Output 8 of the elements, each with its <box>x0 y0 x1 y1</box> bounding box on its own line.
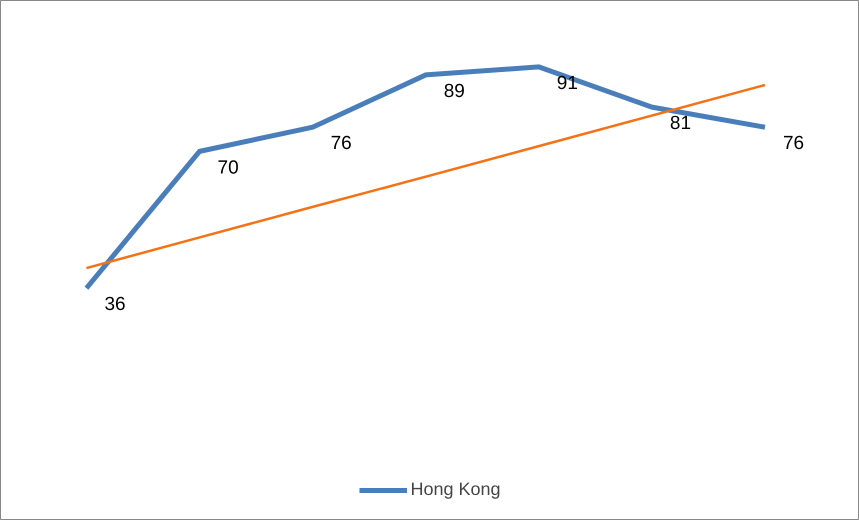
legend-label: Hong Kong <box>410 479 501 500</box>
data-label: 70 <box>218 157 239 178</box>
data-label: 89 <box>444 80 465 102</box>
data-label: 81 <box>670 113 692 134</box>
data-label: 36 <box>104 294 126 316</box>
data-label: 91 <box>556 72 578 94</box>
data-label: 76 <box>782 133 804 154</box>
data-label: 76 <box>330 133 352 154</box>
